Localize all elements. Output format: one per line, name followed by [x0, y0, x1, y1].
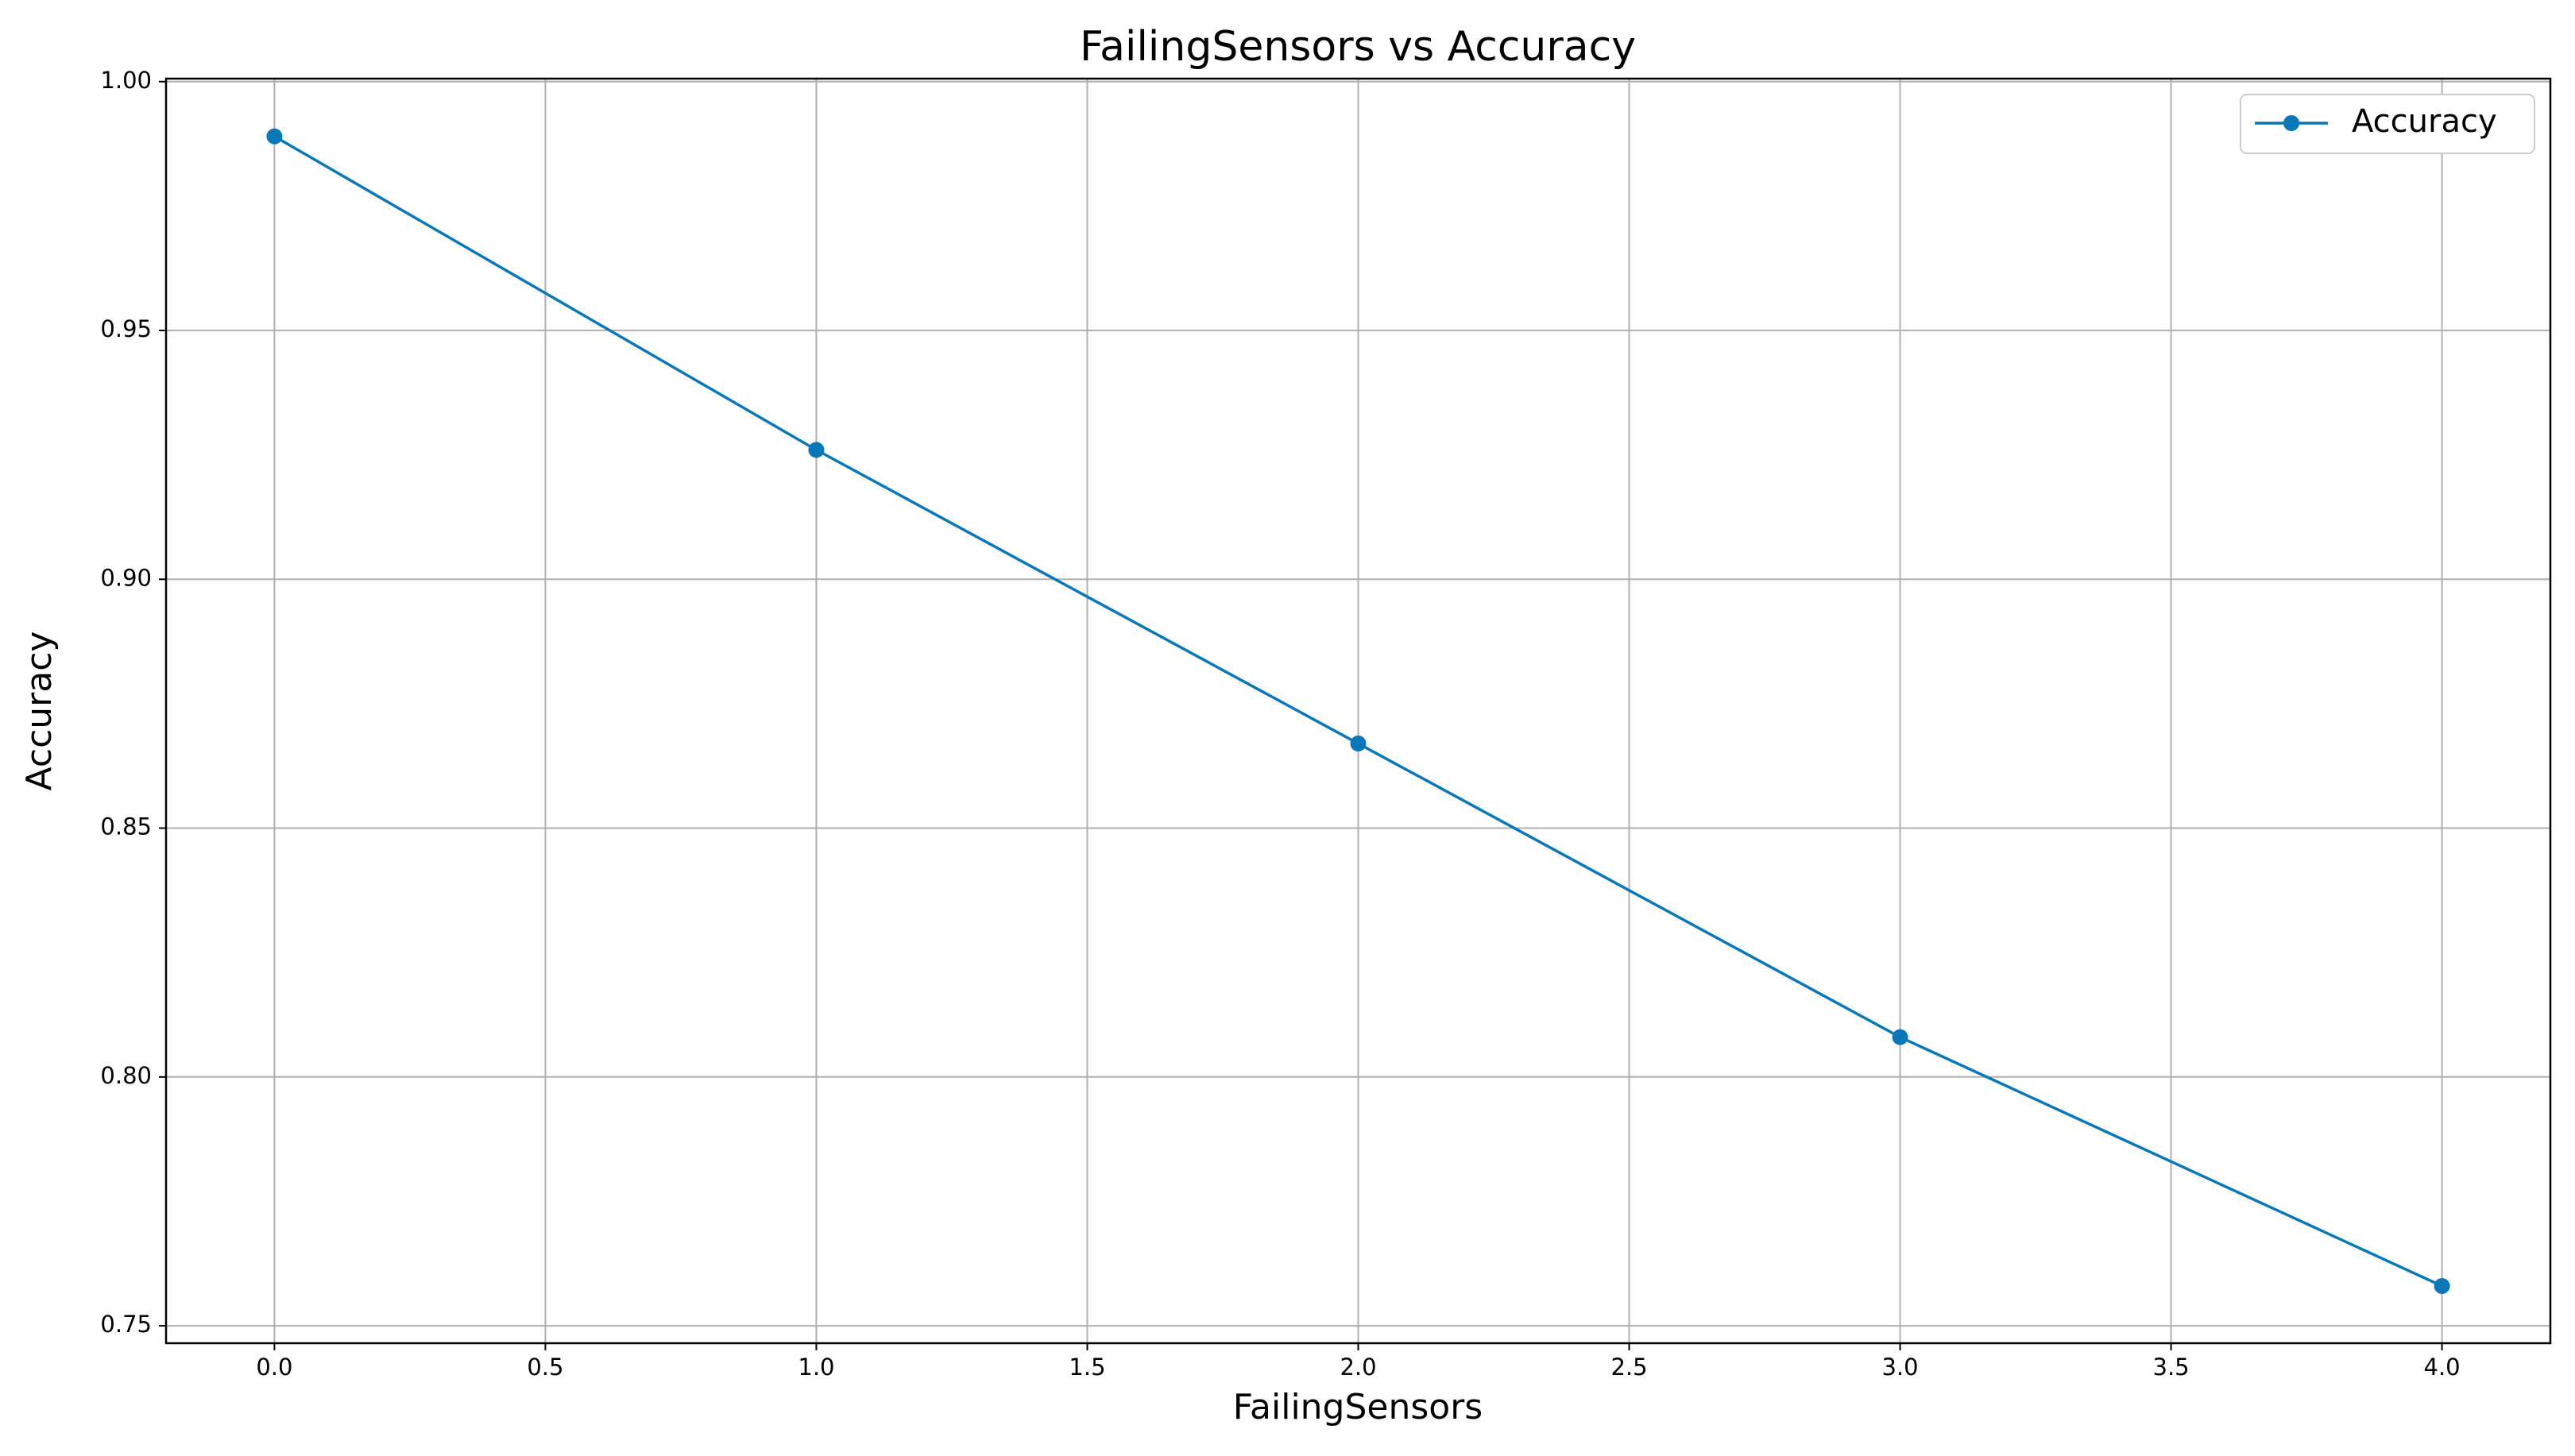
y-tick-label: 0.95: [100, 315, 152, 342]
y-tick-label: 0.90: [100, 564, 152, 591]
x-tick-label: 4.0: [2424, 1354, 2461, 1381]
y-axis-label: Accuracy: [19, 631, 60, 791]
x-tick-label: 1.0: [798, 1354, 834, 1381]
legend-label: Accuracy: [2352, 103, 2497, 140]
x-tick-label: 2.0: [1340, 1354, 1376, 1381]
x-tick-label: 0.0: [256, 1354, 292, 1381]
x-tick-label: 1.5: [1069, 1354, 1105, 1381]
point: [266, 128, 283, 145]
x-axis-label: FailingSensors: [1233, 1387, 1483, 1427]
point: [808, 442, 825, 458]
y-tick-label: 0.75: [100, 1311, 152, 1338]
x-tick-label: 3.0: [1881, 1354, 1918, 1381]
y-tick-label: 1.00: [100, 67, 152, 94]
point: [2434, 1277, 2450, 1294]
x-tick-label: 0.5: [527, 1354, 563, 1381]
y-tick-label: 0.85: [100, 813, 152, 840]
point: [1892, 1029, 1908, 1045]
chart-title: FailingSensors vs Accuracy: [1080, 23, 1636, 71]
legend-box: [2240, 94, 2535, 154]
y-tick-label: 0.80: [100, 1062, 152, 1089]
plot-frame: [164, 77, 2552, 1345]
x-tick-label: 2.5: [1610, 1354, 1647, 1381]
point: [1350, 736, 1367, 752]
legend-marker: [2283, 115, 2299, 131]
x-tick-label: 3.5: [2153, 1354, 2190, 1381]
